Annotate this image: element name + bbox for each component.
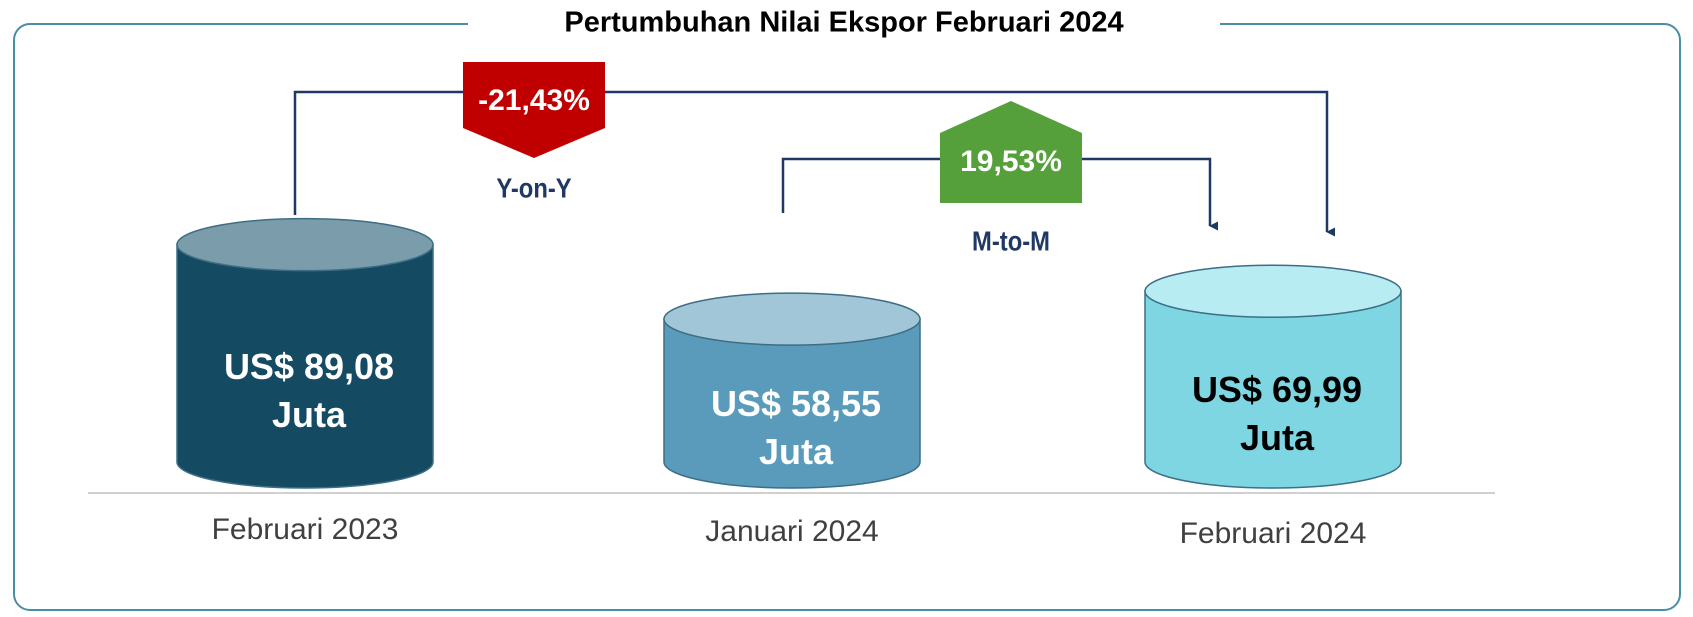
change-label: 19,53%	[960, 145, 1062, 178]
category-label: Februari 2024	[1180, 517, 1367, 550]
cylinder-body	[176, 243, 434, 489]
category-label: Januari 2024	[705, 515, 878, 548]
change-badge	[463, 62, 605, 158]
cylinder-body	[663, 318, 921, 489]
value-label: US$ 58,55	[711, 383, 881, 424]
cylinder-top	[663, 292, 921, 346]
change-label: -21,43%	[478, 84, 590, 117]
value-label: US$ 89,08	[224, 346, 394, 387]
cylinder-top	[1144, 264, 1402, 318]
chart-title: Pertumbuhan Nilai Ekspor Februari 2024	[564, 7, 1123, 39]
change-badge	[940, 101, 1082, 203]
connector	[293, 90, 1336, 237]
value-label: US$ 69,99	[1192, 369, 1362, 410]
cylinder-body	[1144, 290, 1402, 489]
value-unit: Juta	[272, 394, 347, 435]
title-bg	[468, 4, 1220, 44]
change-name: Y-on-Y	[496, 172, 571, 204]
category-label: Februari 2023	[212, 513, 399, 546]
value-unit: Juta	[759, 431, 834, 472]
change-name: M-to-M	[972, 225, 1050, 257]
cylinder-top	[176, 217, 434, 272]
value-unit: Juta	[1240, 417, 1315, 458]
